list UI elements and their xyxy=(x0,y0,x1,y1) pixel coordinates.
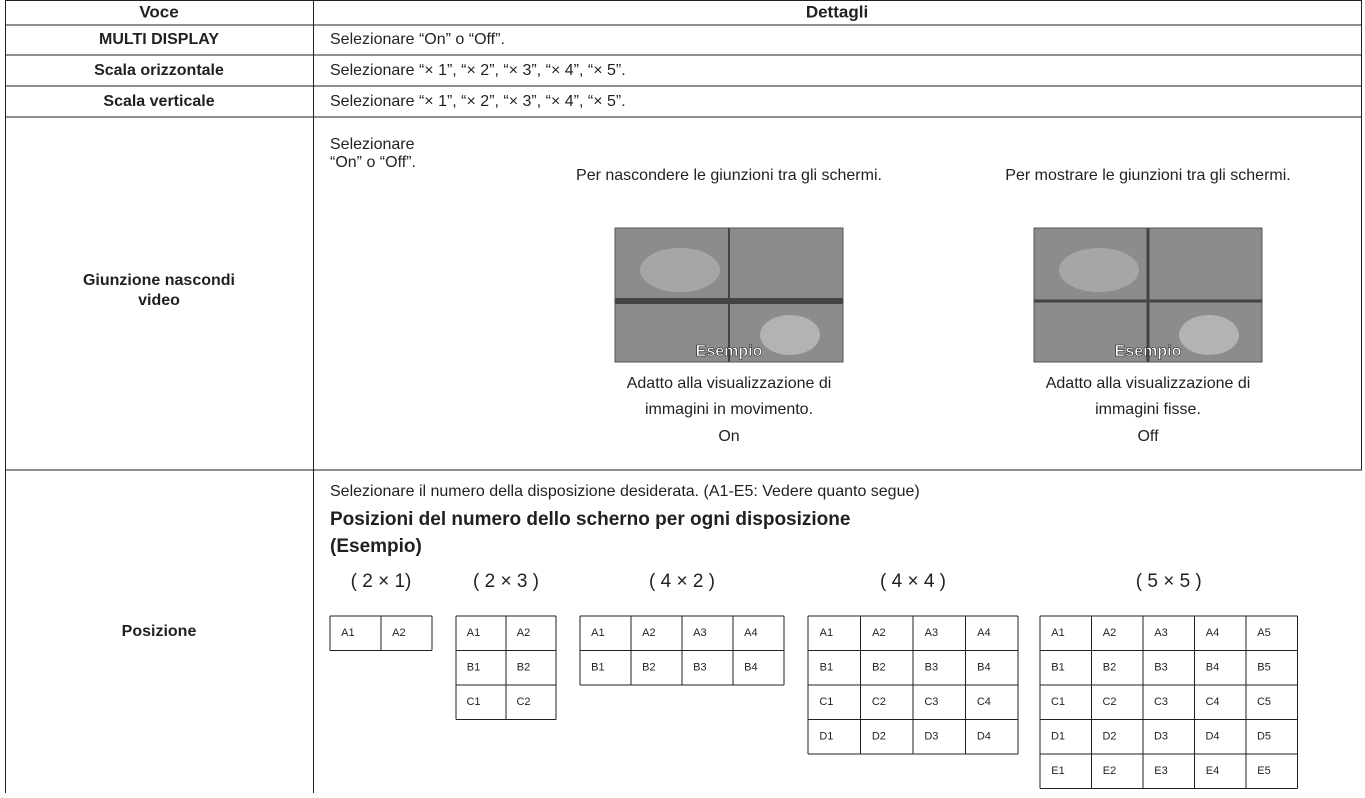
screen-number: C2 xyxy=(872,696,886,708)
option-caption: immagini fisse. xyxy=(1095,401,1201,418)
screen-number: D5 xyxy=(1257,731,1271,743)
screen-number: A2 xyxy=(517,627,530,639)
layout-label: ( 5 × 5 ) xyxy=(1136,571,1202,592)
screen-number: B4 xyxy=(744,662,757,674)
image-detail xyxy=(1059,248,1139,292)
option-setting: Off xyxy=(1137,428,1159,445)
screen-number: C4 xyxy=(977,696,991,708)
screen-number: B2 xyxy=(642,662,655,674)
screen-number: D3 xyxy=(1154,731,1168,743)
layout-label: ( 2 × 1) xyxy=(351,571,412,592)
header-cell: Dettagli xyxy=(806,2,868,21)
screen-number: B5 xyxy=(1257,662,1270,674)
screen-number: C3 xyxy=(924,696,938,708)
item: Giunzione nascondi xyxy=(83,272,235,289)
item: video xyxy=(138,292,180,309)
option-caption: Adatto alla visualizzazione di xyxy=(627,375,832,392)
screen-number: A1 xyxy=(820,627,833,639)
screen-number: B2 xyxy=(517,662,530,674)
screen-number: C1 xyxy=(819,696,833,708)
screen-number: D4 xyxy=(977,731,991,743)
screen-number: A1 xyxy=(467,627,480,639)
screen-number: A4 xyxy=(977,627,990,639)
screen-number: C5 xyxy=(1257,696,1271,708)
screen-number: D4 xyxy=(1205,731,1219,743)
screen-number: C4 xyxy=(1205,696,1219,708)
details-heading: (Esempio) xyxy=(330,536,422,557)
details: Selezionare “× 1”, “× 2”, “× 3”, “× 4”, … xyxy=(330,62,626,79)
image-detail xyxy=(640,248,720,292)
image-detail xyxy=(760,315,820,355)
screen-number: D1 xyxy=(1051,731,1065,743)
item: Posizione xyxy=(122,623,197,640)
screen-number: A3 xyxy=(693,627,706,639)
details-intro: Selezionare il numero della disposizione… xyxy=(330,483,920,500)
option-setting: On xyxy=(718,428,739,445)
screen-number: E4 xyxy=(1206,765,1219,777)
image-label: Esempio xyxy=(696,343,763,360)
details: Selezionare “On” o “Off”. xyxy=(330,31,505,48)
screen-number: B1 xyxy=(820,662,833,674)
screen-number: A3 xyxy=(925,627,938,639)
screen-number: C3 xyxy=(1154,696,1168,708)
item: Scala orizzontale xyxy=(94,62,224,79)
image-detail xyxy=(1179,315,1239,355)
screen-number: C1 xyxy=(466,696,480,708)
option-off: Per mostrare le giunzioni tra gli scherm… xyxy=(1005,167,1290,445)
layout-label: ( 4 × 4 ) xyxy=(880,571,946,592)
layout-label: ( 4 × 2 ) xyxy=(649,571,715,592)
screen-number: A2 xyxy=(872,627,885,639)
screen-number: B2 xyxy=(1103,662,1116,674)
screen-number: A4 xyxy=(744,627,757,639)
item: MULTI DISPLAY xyxy=(99,31,219,48)
layout-label: ( 2 × 3 ) xyxy=(473,571,539,592)
details-intro: “On” o “Off”. xyxy=(330,154,416,171)
screen-number: D1 xyxy=(819,731,833,743)
screen-number: C2 xyxy=(1102,696,1116,708)
screen-number: D2 xyxy=(872,731,886,743)
option-caption: immagini in movimento. xyxy=(645,401,813,418)
screen-number: B4 xyxy=(977,662,990,674)
screen-number: E3 xyxy=(1154,765,1167,777)
screen-number: A2 xyxy=(392,627,405,639)
screen-number: B3 xyxy=(925,662,938,674)
screen-number: E5 xyxy=(1257,765,1270,777)
option-note: Per nascondere le giunzioni tra gli sche… xyxy=(576,167,882,184)
screen-number: B1 xyxy=(467,662,480,674)
option-note: Per mostrare le giunzioni tra gli scherm… xyxy=(1005,167,1290,184)
screen-number: B2 xyxy=(872,662,885,674)
screen-number: C1 xyxy=(1051,696,1065,708)
screen-number: A1 xyxy=(341,627,354,639)
screen-number: D2 xyxy=(1102,731,1116,743)
details-heading: Posizioni del numero dello scherno per o… xyxy=(330,509,850,530)
screen-number: B3 xyxy=(1154,662,1167,674)
option-on: Per nascondere le giunzioni tra gli sche… xyxy=(576,167,882,445)
screen-number: B1 xyxy=(1051,662,1064,674)
screen-number: C2 xyxy=(516,696,530,708)
screen-number: A4 xyxy=(1206,627,1219,639)
screen-number: A2 xyxy=(1103,627,1116,639)
item: Scala verticale xyxy=(103,93,214,110)
layouts: ( 2 × 1) A1 A2 ( 2 × 3 ) A1 A2 B1 B2 C1 C2 ( 4 × 2… xyxy=(329,571,1298,789)
screen-number: B1 xyxy=(591,662,604,674)
screen-number: A3 xyxy=(1154,627,1167,639)
screen-number: D3 xyxy=(924,731,938,743)
screen-number: E2 xyxy=(1103,765,1116,777)
screen-number: A2 xyxy=(642,627,655,639)
screen-number: A1 xyxy=(1051,627,1064,639)
details-intro: Selezionare xyxy=(330,136,415,153)
header-cell: Voce xyxy=(139,2,178,21)
screen-number: A5 xyxy=(1257,627,1270,639)
image-label: Esempio xyxy=(1115,343,1182,360)
screen-number: E1 xyxy=(1051,765,1064,777)
screen-number: A1 xyxy=(591,627,604,639)
option-caption: Adatto alla visualizzazione di xyxy=(1046,375,1251,392)
screen-number: B4 xyxy=(1206,662,1219,674)
screen-number: B3 xyxy=(693,662,706,674)
table-lines xyxy=(5,0,1362,793)
details: Selezionare “× 1”, “× 2”, “× 3”, “× 4”, … xyxy=(330,93,626,110)
